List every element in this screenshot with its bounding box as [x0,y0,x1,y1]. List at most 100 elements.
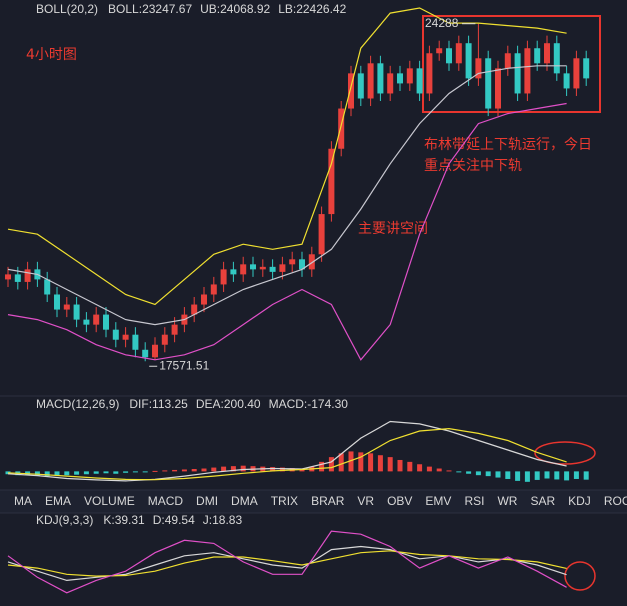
highlight-ellipse [534,441,596,465]
candle-body [171,324,178,335]
macd-bar [446,470,452,472]
macd-bar [103,471,109,474]
candle-body [338,108,345,149]
candle-body [426,53,433,94]
annotation: 4小时图 [26,47,77,63]
macd-bar [524,471,530,482]
indicator-tab[interactable]: DMI [196,494,218,508]
macd-bar [319,461,325,472]
macd-bar [456,471,462,473]
macd-bar [201,468,207,472]
indicator-line [7,65,567,326]
indicator-tab[interactable]: EMV [425,494,451,508]
candle-body [230,269,237,275]
candle-body [269,266,276,272]
macd-bar [279,467,285,472]
candle-body [475,58,482,79]
macd-bar [211,467,217,472]
macd-bar [573,471,579,479]
indicator-tab[interactable]: KDJ [568,494,591,508]
candle-body [122,334,129,340]
candle-body [534,48,541,64]
annotation: 布林带延上下轨运行，今日 [424,137,592,153]
candle-body [112,329,119,340]
indicator-tab[interactable]: ROC [604,494,627,508]
macd-bar [387,457,393,472]
macd-bar [348,451,354,472]
indicator-tab[interactable]: RSI [464,494,484,508]
candle-body [348,73,354,109]
macd-bar [172,469,178,472]
macd-bar [123,471,129,473]
candle-body [83,319,90,325]
annotation: 主要讲空间 [358,221,428,237]
candle-body [240,264,247,275]
macd-bar [25,471,31,475]
candle-body [299,259,305,270]
indicator-line [7,427,567,481]
indicator-tab[interactable]: TRIX [271,494,298,508]
candle-body [563,73,570,89]
candle-body [553,43,560,74]
candle-body [436,48,443,54]
indicator-title: MACD(12,26,9) [36,397,119,411]
indicator-tab[interactable]: MACD [148,494,184,508]
indicator-tab[interactable]: DMA [231,494,258,508]
candle-body [446,48,452,64]
indicator-line [7,7,567,306]
candle-body [504,53,511,69]
macd-bar [64,471,70,476]
indicator-line [7,545,567,582]
macd-bar [152,470,158,472]
indicator-tab[interactable]: WR [497,494,517,508]
macd-bar [113,471,119,474]
candle-body [103,314,109,330]
macd-bar [132,471,138,473]
indicator-readout: D:49.54 [153,513,195,527]
indicator-title: BOLL(20,2) [36,2,98,16]
indicator-readout: MACD:-174.30 [269,397,349,411]
macd-bar [181,469,187,472]
macd-bar [466,471,472,474]
indicator-line [7,530,567,594]
candle-body [524,48,531,94]
macd-bar [83,471,89,475]
indicator-tab[interactable]: MA [14,494,32,508]
candle-body [5,274,11,280]
macd-bar [162,470,168,472]
macd-bar [74,471,80,475]
candle-body [44,279,51,295]
macd-bar [505,471,511,479]
indicator-tab[interactable]: SAR [530,494,555,508]
indicator-readout: DIF:113.25 [129,397,188,411]
indicator-readout: K:39.31 [103,513,145,527]
candle-body [191,304,198,315]
indicator-tab[interactable]: BRAR [311,494,345,508]
macd-bar [221,466,227,472]
candle-body [397,73,403,84]
macd-bar [328,457,334,472]
indicator-tab[interactable]: EMA [45,494,71,508]
candle-body [142,349,149,358]
macd-bar [495,471,501,478]
candle-body [308,254,315,270]
candle-body [152,344,158,358]
indicator-tab[interactable]: OBV [387,494,412,508]
indicator-readout: UB:24068.92 [200,2,270,16]
candle-body [318,214,325,255]
candle-body [132,334,139,350]
indicator-tab[interactable]: VR [357,494,374,508]
candle-body [387,73,394,94]
macd-bar [54,471,60,476]
candle-body [73,304,80,320]
candle-body [416,68,423,94]
candle-body [514,53,521,94]
macd-bar [407,461,413,472]
macd-bar [377,455,383,472]
macd-bar [544,471,550,479]
candle-body [259,266,266,270]
indicator-readout: DEA:200.40 [196,397,261,411]
indicator-tab[interactable]: VOLUME [84,494,135,508]
candle-body [220,269,227,285]
candle-body [161,334,168,345]
